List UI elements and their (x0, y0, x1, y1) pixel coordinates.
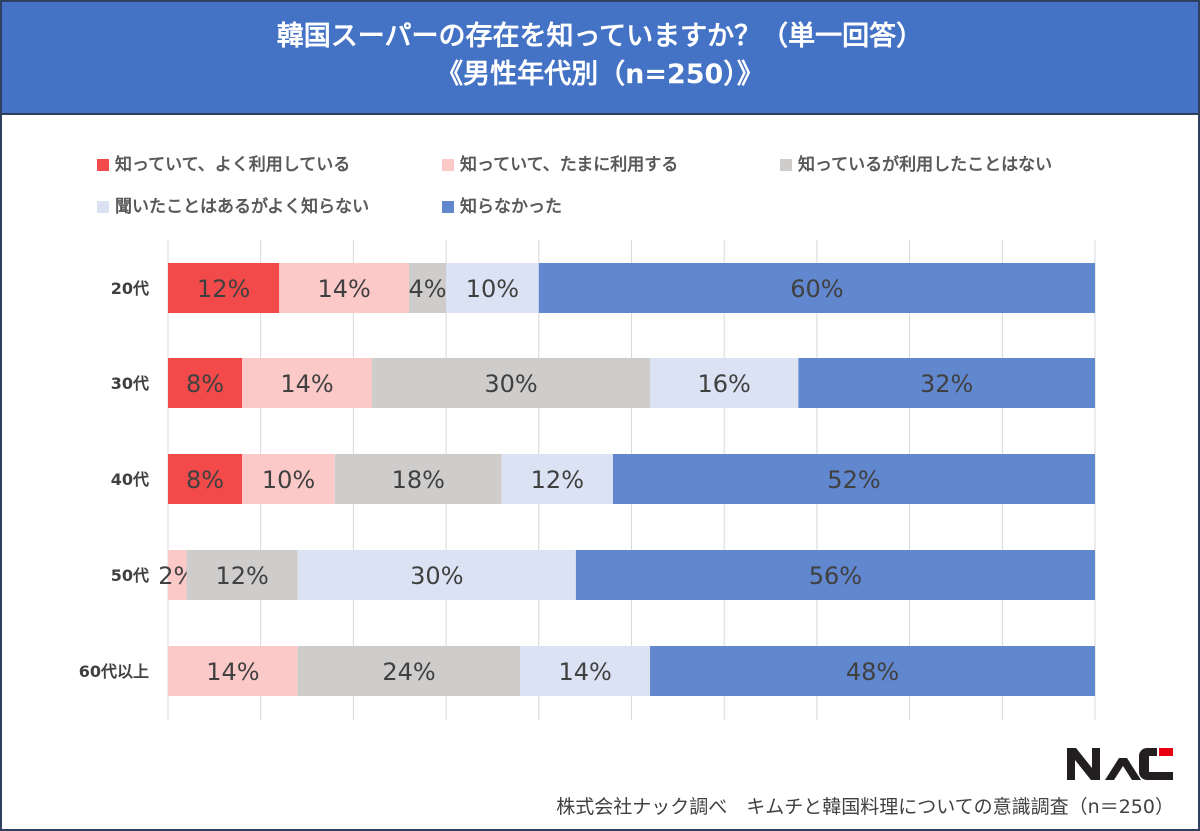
data-label: 14% (280, 370, 333, 398)
bar-segment (242, 358, 372, 408)
legend-swatch (97, 201, 109, 213)
legend-label: 聞いたことはあるがよく知らない (115, 197, 370, 217)
bar-segment (371, 358, 651, 408)
nac-logo (1067, 748, 1173, 780)
data-label: 18% (392, 466, 445, 494)
legend-item: 知らなかった (442, 192, 562, 217)
bar-segment (186, 550, 298, 600)
bar-segment (612, 454, 1095, 504)
bar-segment (242, 454, 335, 504)
bar-segment (168, 454, 243, 504)
bar-segment (446, 263, 539, 313)
bar-segment (409, 263, 447, 313)
data-label: 8% (186, 466, 224, 494)
data-label: 56% (809, 562, 862, 590)
bar-segment (538, 263, 1095, 313)
bar-segment (520, 646, 651, 696)
legend-label: 知っていて、たまに利用する (460, 155, 679, 175)
legend-item: 知っていて、よく利用している (97, 150, 350, 175)
bar-segment (168, 263, 280, 313)
data-label: 14% (558, 658, 611, 686)
legend-swatch (442, 201, 454, 213)
data-label: 60% (790, 275, 843, 303)
bar-segment (334, 454, 502, 504)
data-label: 12% (531, 466, 584, 494)
legend-item: 聞いたことはあるがよく知らない (97, 192, 369, 217)
bar-segment (501, 454, 613, 504)
legend-item: 知っていて、たまに利用する (442, 150, 678, 175)
legend-swatch (780, 159, 792, 171)
legend-item: 知っているが利用したことはない (780, 150, 1052, 175)
bar-segment (168, 646, 298, 696)
data-label: 4% (409, 275, 447, 303)
data-label: 14% (206, 658, 259, 686)
legend-swatch (442, 159, 454, 171)
data-label: 12% (197, 275, 250, 303)
category-label: 30代 (111, 374, 149, 393)
bar-segment (279, 263, 410, 313)
data-label: 10% (466, 275, 519, 303)
data-label: 52% (827, 466, 880, 494)
data-label: 30% (484, 370, 537, 398)
category-label: 60代以上 (79, 662, 149, 681)
data-label: 16% (698, 370, 751, 398)
title-line-2: 《男性年代別（n=250）》 (436, 59, 764, 90)
title-line-1: 韓国スーパーの存在を知っていますか？（単一回答） (276, 21, 924, 52)
bar-segment (168, 550, 187, 600)
category-label: 50代 (111, 566, 149, 585)
data-label: 30% (410, 562, 463, 590)
bar-segment (650, 358, 799, 408)
data-label: 14% (317, 275, 370, 303)
bar-segment (798, 358, 1095, 408)
category-label: 40代 (111, 470, 149, 489)
data-label: 24% (382, 658, 435, 686)
bar-segment (650, 646, 1095, 696)
legend-label: 知っていて、よく利用している (115, 155, 351, 175)
legend-label: 知っているが利用したことはない (798, 155, 1053, 175)
data-label: 48% (846, 658, 899, 686)
data-label: 12% (215, 562, 268, 590)
bar-segment (297, 550, 576, 600)
bar-segment (575, 550, 1095, 600)
source-note: 株式会社ナック調べ キムチと韓国料理についての意識調査（n＝250） (556, 796, 1174, 818)
legend-swatch (97, 159, 109, 171)
chart-title: 韓国スーパーの存在を知っていますか？（単一回答） 《男性年代別（n=250）》 (2, 2, 1198, 115)
data-label: 10% (262, 466, 315, 494)
legend-label: 知らなかった (460, 197, 562, 217)
data-label: 32% (920, 370, 973, 398)
bar-segment (168, 358, 243, 408)
data-label: 8% (186, 370, 224, 398)
category-label: 20代 (111, 279, 149, 298)
bar-segment (297, 646, 521, 696)
